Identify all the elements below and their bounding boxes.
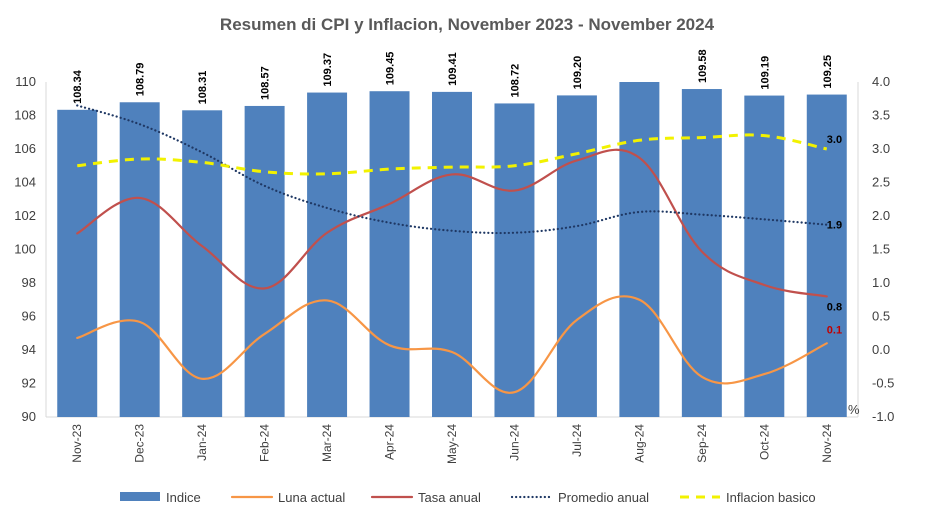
- bar-data-label: 109.19: [759, 56, 771, 90]
- bar-nov-23: [57, 109, 98, 418]
- bar-dec-23: [119, 102, 160, 417]
- bar-data-label: 108.79: [135, 63, 147, 97]
- bar-data-label: 108.57: [260, 66, 272, 100]
- bar-data-label: 108.31: [197, 71, 209, 105]
- legend-label-luna-actual: Luna actual: [278, 490, 345, 505]
- x-tick-label: Nov-23: [70, 424, 84, 463]
- right-tick-label: 3.0: [872, 141, 890, 156]
- right-axis-ticks: -1.0 -0.5 0.0 0.5 1.0 1.5 2.0 2.5 3.0 3.5 4.0: [872, 74, 894, 424]
- legend-label-tasa-anual: Tasa anual: [418, 490, 481, 505]
- bar-aug-24: [619, 82, 660, 417]
- x-tick-label: Feb-24: [258, 424, 272, 462]
- left-tick-label: 100: [14, 242, 36, 257]
- x-tick-label: Jul-24: [570, 424, 584, 457]
- end-label-inflacion-basico: 3.0: [827, 134, 842, 146]
- chart-title: Resumen di CPI y Inflacion, November 202…: [220, 15, 715, 34]
- end-label-luna-actual: 0.1: [827, 324, 842, 336]
- bar-feb-24: [244, 105, 285, 417]
- right-tick-label: -1.0: [872, 409, 894, 424]
- legend-label-inflacion-basico: Inflacion basico: [726, 490, 816, 505]
- x-tick-label: Dec-23: [133, 424, 147, 463]
- x-tick-label: Sep-24: [695, 424, 709, 463]
- right-tick-label: -0.5: [872, 376, 894, 391]
- bar-oct-24: [744, 95, 785, 417]
- right-tick-label: 4.0: [872, 74, 890, 89]
- left-tick-label: 94: [22, 342, 36, 357]
- left-tick-label: 110: [15, 74, 36, 89]
- left-tick-label: 104: [14, 175, 36, 190]
- bar-data-label: 109.37: [322, 53, 334, 87]
- legend-swatch-indice: [120, 492, 160, 501]
- x-tick-label: Apr-24: [383, 424, 397, 460]
- series-line-tasa-anual: [76, 148, 828, 298]
- legend-label-promedio-anual: Promedio anual: [558, 490, 649, 505]
- bar-data-label: 109.58: [697, 49, 709, 83]
- left-tick-label: 92: [22, 376, 36, 391]
- left-tick-label: 106: [14, 141, 36, 156]
- series-line-luna-actual: [76, 295, 828, 394]
- series-line-promedio-anual: [76, 104, 828, 235]
- series-line-inflacion-basico: [77, 133, 828, 176]
- x-axis-ticks: Nov-23 Dec-23 Jan-24 Feb-24 Mar-24 Apr-24 May-…: [70, 424, 834, 464]
- bar-data-label: 109.45: [385, 52, 397, 86]
- left-tick-label: 96: [22, 309, 36, 324]
- right-tick-label: 0.5: [872, 309, 890, 324]
- end-label-tasa-anual: 0.8: [827, 301, 842, 313]
- bar-data-label: 108.34: [72, 69, 84, 104]
- bar-apr-24: [369, 91, 410, 418]
- right-tick-label: 1.0: [872, 275, 890, 290]
- x-tick-label: Nov-24: [820, 424, 834, 463]
- lines-group: 0.1 0.8 1.9 3.0: [76, 104, 842, 394]
- right-axis-unit: %: [848, 402, 860, 417]
- left-tick-label: 102: [14, 208, 36, 223]
- bar-data-label: 109.41: [447, 52, 459, 86]
- x-tick-label: May-24: [445, 424, 459, 464]
- bar-mar-24: [307, 92, 348, 418]
- left-tick-label: 90: [22, 409, 36, 424]
- legend: Indice Luna actual Tasa anual Promedio anua…: [120, 490, 816, 505]
- x-tick-label: Aug-24: [632, 424, 646, 463]
- bar-data-label: 108.72: [509, 64, 521, 98]
- x-tick-label: Oct-24: [757, 424, 771, 460]
- right-tick-label: 3.5: [872, 108, 890, 123]
- right-tick-label: 2.5: [872, 175, 890, 190]
- bar-labels-group: 108.34 108.79 108.31 108.57 109.37 109.45 109.…: [72, 49, 834, 104]
- left-tick-label: 108: [14, 108, 36, 123]
- right-tick-label: 0.0: [872, 342, 890, 357]
- bar-jun-24: [494, 103, 535, 417]
- x-tick-label: Mar-24: [320, 424, 334, 462]
- x-tick-label: Jan-24: [195, 424, 209, 461]
- left-tick-label: 98: [22, 275, 36, 290]
- bar-data-label: 109.20: [572, 56, 584, 90]
- x-tick-label: Jun-24: [507, 424, 521, 461]
- left-axis-ticks: 90 92 94 96 98 100 102 104 106 108 110: [14, 74, 36, 424]
- right-tick-label: 2.0: [872, 208, 890, 223]
- end-label-promedio-anual: 1.9: [827, 220, 842, 232]
- legend-label-indice: Indice: [166, 490, 201, 505]
- bars-group: [57, 82, 847, 418]
- bar-may-24: [432, 91, 472, 417]
- right-tick-label: 1.5: [872, 242, 890, 257]
- bar-jul-24: [556, 95, 597, 418]
- bar-data-label: 109.25: [822, 55, 834, 89]
